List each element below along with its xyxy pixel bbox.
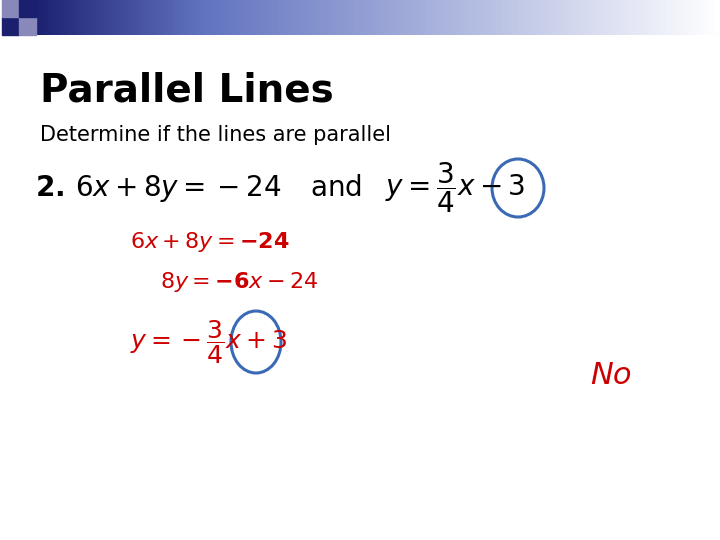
Text: $y = -\dfrac{3}{4}x + 3$: $y = -\dfrac{3}{4}x + 3$ [130,318,287,366]
Text: No: No [590,361,631,389]
Text: $y = \dfrac{3}{4}x - 3$: $y = \dfrac{3}{4}x - 3$ [385,161,526,215]
Bar [19,17,36,35]
Text: $6x + 8y = \mathbf{-24}$: $6x + 8y = \mathbf{-24}$ [130,230,289,254]
Text: Determine if the lines are parallel: Determine if the lines are parallel [40,125,391,145]
Text: Parallel Lines: Parallel Lines [40,72,334,110]
Text: $\mathbf{2.}$: $\mathbf{2.}$ [35,174,64,202]
Text: $8y = \mathbf{-6}x - 24$: $8y = \mathbf{-6}x - 24$ [160,270,318,294]
Bar [2,17,19,35]
Bar [2,0,19,17]
Bar [19,0,36,17]
Text: $\mathrm{and}$: $\mathrm{and}$ [310,174,361,202]
Text: $6x + 8y = -24$: $6x + 8y = -24$ [75,172,281,204]
